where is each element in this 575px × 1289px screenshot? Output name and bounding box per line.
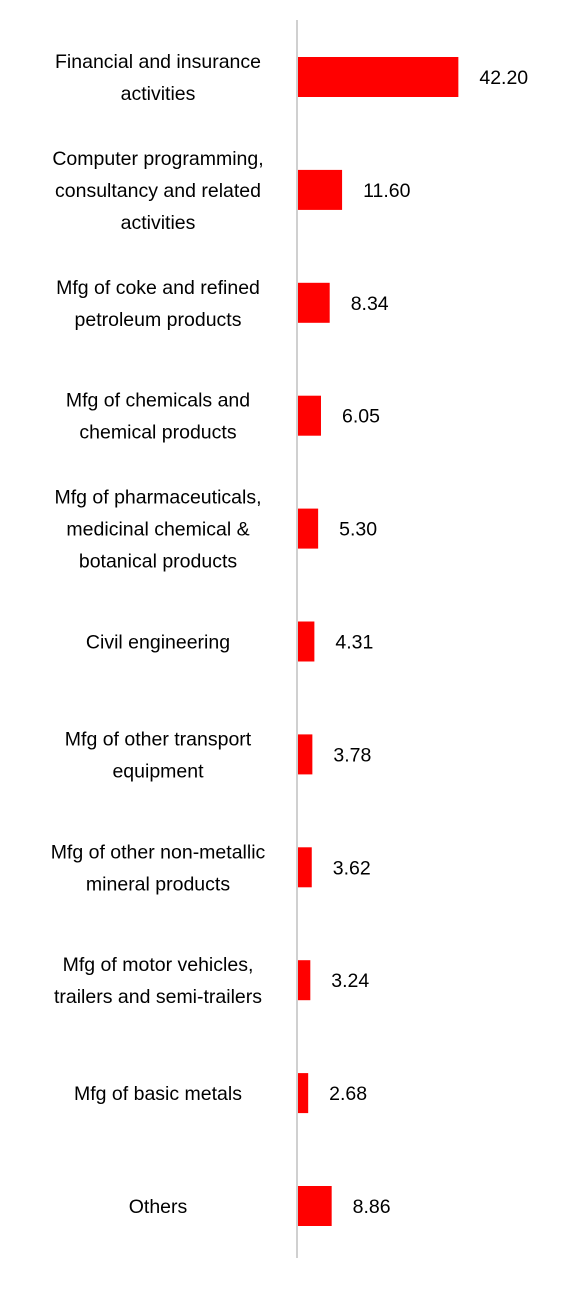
bar-5: [298, 621, 315, 662]
bar-4: [298, 508, 319, 549]
category-label-4-line-1: medicinal chemical &: [66, 519, 249, 541]
category-label-9-line-0: Mfg of basic metals: [74, 1083, 242, 1105]
category-label-0: Financial and insurance activities: [55, 51, 261, 105]
value-label-6: 3.78: [333, 744, 371, 766]
category-label-6: Mfg of other transport equipment: [65, 728, 252, 782]
category-label-3-line-1: chemical products: [79, 422, 236, 444]
category-label-9: Mfg of basic metals: [74, 1083, 242, 1105]
value-label-10: 8.86: [353, 1196, 391, 1218]
bar-10: [298, 1186, 332, 1226]
category-label-6-line-0: Mfg of other transport: [65, 728, 252, 750]
category-label-1-line-2: activities: [121, 212, 196, 234]
category-label-4: Mfg of pharmaceuticals, medicinal chemica…: [54, 487, 261, 573]
category-label-8-line-1: trailers and semi-trailers: [54, 986, 262, 1008]
category-label-7-line-0: Mfg of other non-metallic: [51, 841, 266, 863]
category-label-2-line-1: petroleum products: [75, 309, 242, 331]
value-label-2: 8.34: [351, 293, 389, 315]
value-label-0: 42.20: [479, 67, 528, 89]
category-label-6-line-1: equipment: [112, 760, 204, 782]
category-label-0-line-0: Financial and insurance: [55, 51, 261, 73]
bar-2: [298, 282, 330, 323]
category-label-1: Computer programming, consultancy and rel…: [52, 148, 263, 234]
category-label-7: Mfg of other non-metallic mineral product…: [51, 841, 266, 895]
category-label-2-line-0: Mfg of coke and refined: [56, 277, 260, 299]
category-label-5: Civil engineering: [86, 632, 230, 654]
category-label-3-line-0: Mfg of chemicals and: [66, 390, 250, 412]
category-labels-group: Financial and insurance activitiesCompute…: [51, 51, 266, 1218]
value-label-8: 3.24: [331, 970, 369, 992]
bar-6: [298, 734, 313, 775]
category-label-8-line-0: Mfg of motor vehicles,: [63, 954, 254, 976]
category-label-2: Mfg of coke and refined petroleum product…: [56, 277, 260, 331]
value-label-4: 5.30: [339, 519, 377, 541]
bar-1: [298, 169, 343, 210]
bar-3: [298, 395, 321, 436]
category-label-0-line-1: activities: [121, 83, 196, 105]
value-label-9: 2.68: [329, 1083, 367, 1105]
category-label-7-line-1: mineral products: [86, 873, 230, 895]
value-label-3: 6.05: [342, 406, 380, 428]
category-label-3: Mfg of chemicals and chemical products: [66, 390, 250, 444]
category-label-5-line-0: Civil engineering: [86, 632, 230, 654]
category-label-10-line-0: Others: [129, 1196, 188, 1218]
value-label-7: 3.62: [333, 857, 371, 879]
bar-7: [298, 847, 312, 888]
category-label-1-line-1: consultancy and related: [55, 180, 261, 202]
bar-0: [298, 57, 459, 97]
value-label-1: 11.60: [363, 180, 411, 202]
bars-group: [298, 57, 459, 1226]
category-label-1-line-0: Computer programming,: [52, 148, 263, 170]
value-label-5: 4.31: [335, 632, 373, 654]
bar-8: [298, 960, 311, 1001]
category-label-4-line-2: botanical products: [79, 551, 238, 573]
category-label-8: Mfg of motor vehicles, trailers and semi-…: [54, 954, 262, 1008]
value-labels-group: 42.20 11.60 8.34 6.05 5.30 4.31 3.78 3.62 3.24 2.…: [329, 67, 528, 1218]
category-label-4-line-0: Mfg of pharmaceuticals,: [54, 487, 261, 509]
category-label-10: Others: [129, 1196, 188, 1218]
bar-9: [298, 1073, 309, 1114]
